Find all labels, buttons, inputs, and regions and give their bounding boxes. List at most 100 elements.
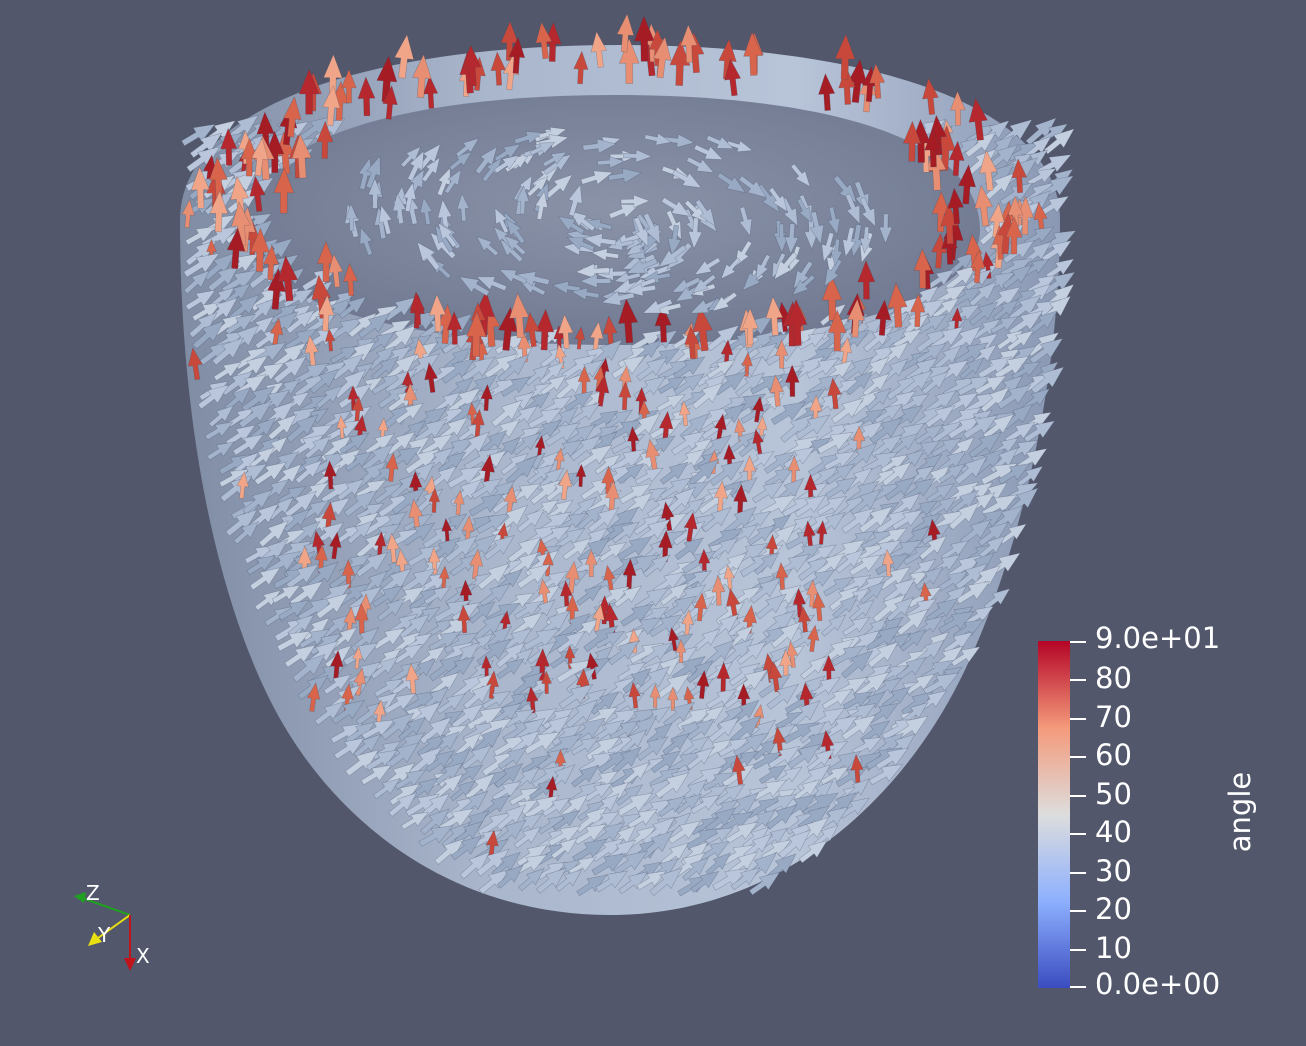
fiber-arrow-glyph (494, 207, 509, 234)
fiber-arrow-glyph (287, 614, 315, 637)
fiber-arrow-glyph (438, 565, 450, 590)
fiber-arrow-glyph (511, 612, 544, 638)
fiber-arrow-glyph (723, 506, 757, 536)
fiber-arrow-glyph (802, 792, 839, 817)
fiber-arrow-glyph (846, 370, 874, 396)
fiber-arrow-glyph (968, 281, 997, 307)
fiber-arrow-glyph (663, 595, 698, 619)
fiber-arrow-glyph (723, 564, 735, 590)
fiber-arrow-glyph (585, 736, 621, 761)
fiber-arrow-glyph (957, 163, 977, 205)
fiber-arrow-glyph (950, 646, 981, 667)
fiber-arrow-glyph (500, 376, 532, 397)
fiber-arrow-glyph (887, 540, 923, 562)
fiber-arrow-glyph (483, 625, 513, 651)
fiber-arrow-glyph (929, 326, 965, 351)
fiber-arrow-glyph (656, 394, 686, 413)
fiber-arrow-glyph (684, 325, 700, 360)
fiber-arrow-glyph (233, 520, 260, 545)
fiber-arrow-glyph (841, 356, 874, 382)
fiber-arrow-glyph (323, 53, 343, 98)
fiber-arrow-glyph (917, 313, 948, 335)
colorbar-tick-50 (1070, 795, 1086, 797)
fiber-arrow-glyph (979, 149, 998, 192)
fiber-arrow-glyph (1005, 215, 1023, 255)
fiber-arrow-glyph (378, 204, 393, 235)
fiber-arrow-glyph (911, 513, 942, 535)
fiber-arrow-glyph (291, 133, 312, 179)
fiber-arrow-glyph (343, 489, 378, 518)
fiber-arrow-glyph (937, 450, 967, 473)
fiber-arrow-glyph (186, 146, 221, 173)
fiber-arrow-glyph (845, 442, 878, 471)
fiber-arrow-glyph (706, 135, 735, 150)
fiber-arrow-glyph (292, 520, 321, 546)
colorbar-tick-60 (1070, 756, 1086, 758)
fiber-arrow-glyph (890, 492, 921, 518)
fiber-arrow-glyph (477, 562, 510, 591)
fiber-arrow-glyph (601, 290, 635, 306)
fiber-arrow-glyph (512, 432, 542, 456)
fiber-arrow-glyph (622, 667, 652, 694)
fiber-arrow-glyph (421, 433, 454, 456)
fiber-arrow-glyph (407, 150, 425, 182)
fiber-arrow-glyph (901, 702, 929, 724)
fiber-arrow-glyph (950, 489, 980, 515)
fiber-arrow-glyph (594, 374, 610, 407)
fiber-arrow-glyph (816, 495, 848, 516)
fiber-arrow-glyph (831, 645, 866, 667)
fiber-arrow-glyph (982, 413, 1015, 440)
fiber-arrow-glyph (508, 551, 540, 577)
fiber-arrow-glyph (208, 405, 235, 428)
fiber-arrow-glyph (403, 522, 436, 546)
fiber-arrow-glyph (708, 716, 740, 743)
fiber-arrow-glyph (225, 509, 258, 537)
fiber-arrow-glyph (497, 354, 530, 383)
fiber-arrow-glyph (800, 655, 829, 680)
fiber-arrow-glyph (339, 432, 370, 455)
fiber-arrow-glyph (711, 574, 726, 606)
fiber-arrow-glyph (823, 576, 854, 597)
fiber-arrow-glyph (952, 619, 985, 640)
fiber-arrow-glyph (926, 483, 955, 504)
y-axis-arrowhead (88, 932, 102, 946)
fiber-arrow-glyph (447, 466, 484, 489)
fiber-arrow-glyph (712, 868, 749, 891)
fiber-arrow-glyph (743, 833, 773, 859)
fiber-arrow-glyph (374, 482, 403, 505)
fiber-arrow-glyph (825, 476, 858, 499)
fiber-arrow-glyph (896, 608, 929, 636)
fiber-arrow-glyph (418, 825, 454, 847)
fiber-arrow-glyph (866, 625, 902, 652)
fiber-arrow-glyph (595, 870, 629, 893)
fiber-arrow-glyph (977, 521, 1009, 547)
fiber-arrow-glyph (611, 521, 640, 544)
fiber-arrow-glyph (775, 561, 789, 591)
fiber-arrow-glyph (671, 276, 701, 293)
fiber-arrow-glyph (734, 417, 746, 444)
fiber-arrow-glyph (199, 341, 231, 366)
fiber-arrow-glyph (669, 39, 691, 86)
fiber-arrow-glyph (646, 722, 673, 746)
fiber-arrow-glyph (1023, 420, 1056, 443)
fiber-arrow-glyph (861, 451, 899, 474)
fiber-arrow-glyph (789, 700, 821, 728)
fiber-arrow-glyph (475, 276, 508, 292)
fiber-arrow-glyph (974, 184, 994, 227)
fiber-arrow-glyph (337, 478, 365, 502)
fiber-arrow-glyph (784, 364, 800, 397)
fiber-arrow-glyph (534, 190, 548, 220)
fiber-arrow-glyph (738, 175, 767, 198)
fiber-arrow-glyph (351, 627, 380, 652)
fiber-arrow-glyph (847, 298, 865, 338)
fiber-arrow-glyph (1006, 330, 1034, 352)
z-axis-line (81, 897, 131, 916)
fiber-arrow-glyph (825, 463, 856, 485)
fiber-arrow-glyph (463, 448, 502, 471)
fiber-arrow-glyph (400, 811, 430, 830)
fiber-arrow-glyph (225, 424, 256, 447)
fiber-arrow-glyph (1004, 421, 1036, 444)
fiber-arrow-glyph (575, 263, 610, 279)
fiber-arrow-glyph (385, 353, 418, 382)
